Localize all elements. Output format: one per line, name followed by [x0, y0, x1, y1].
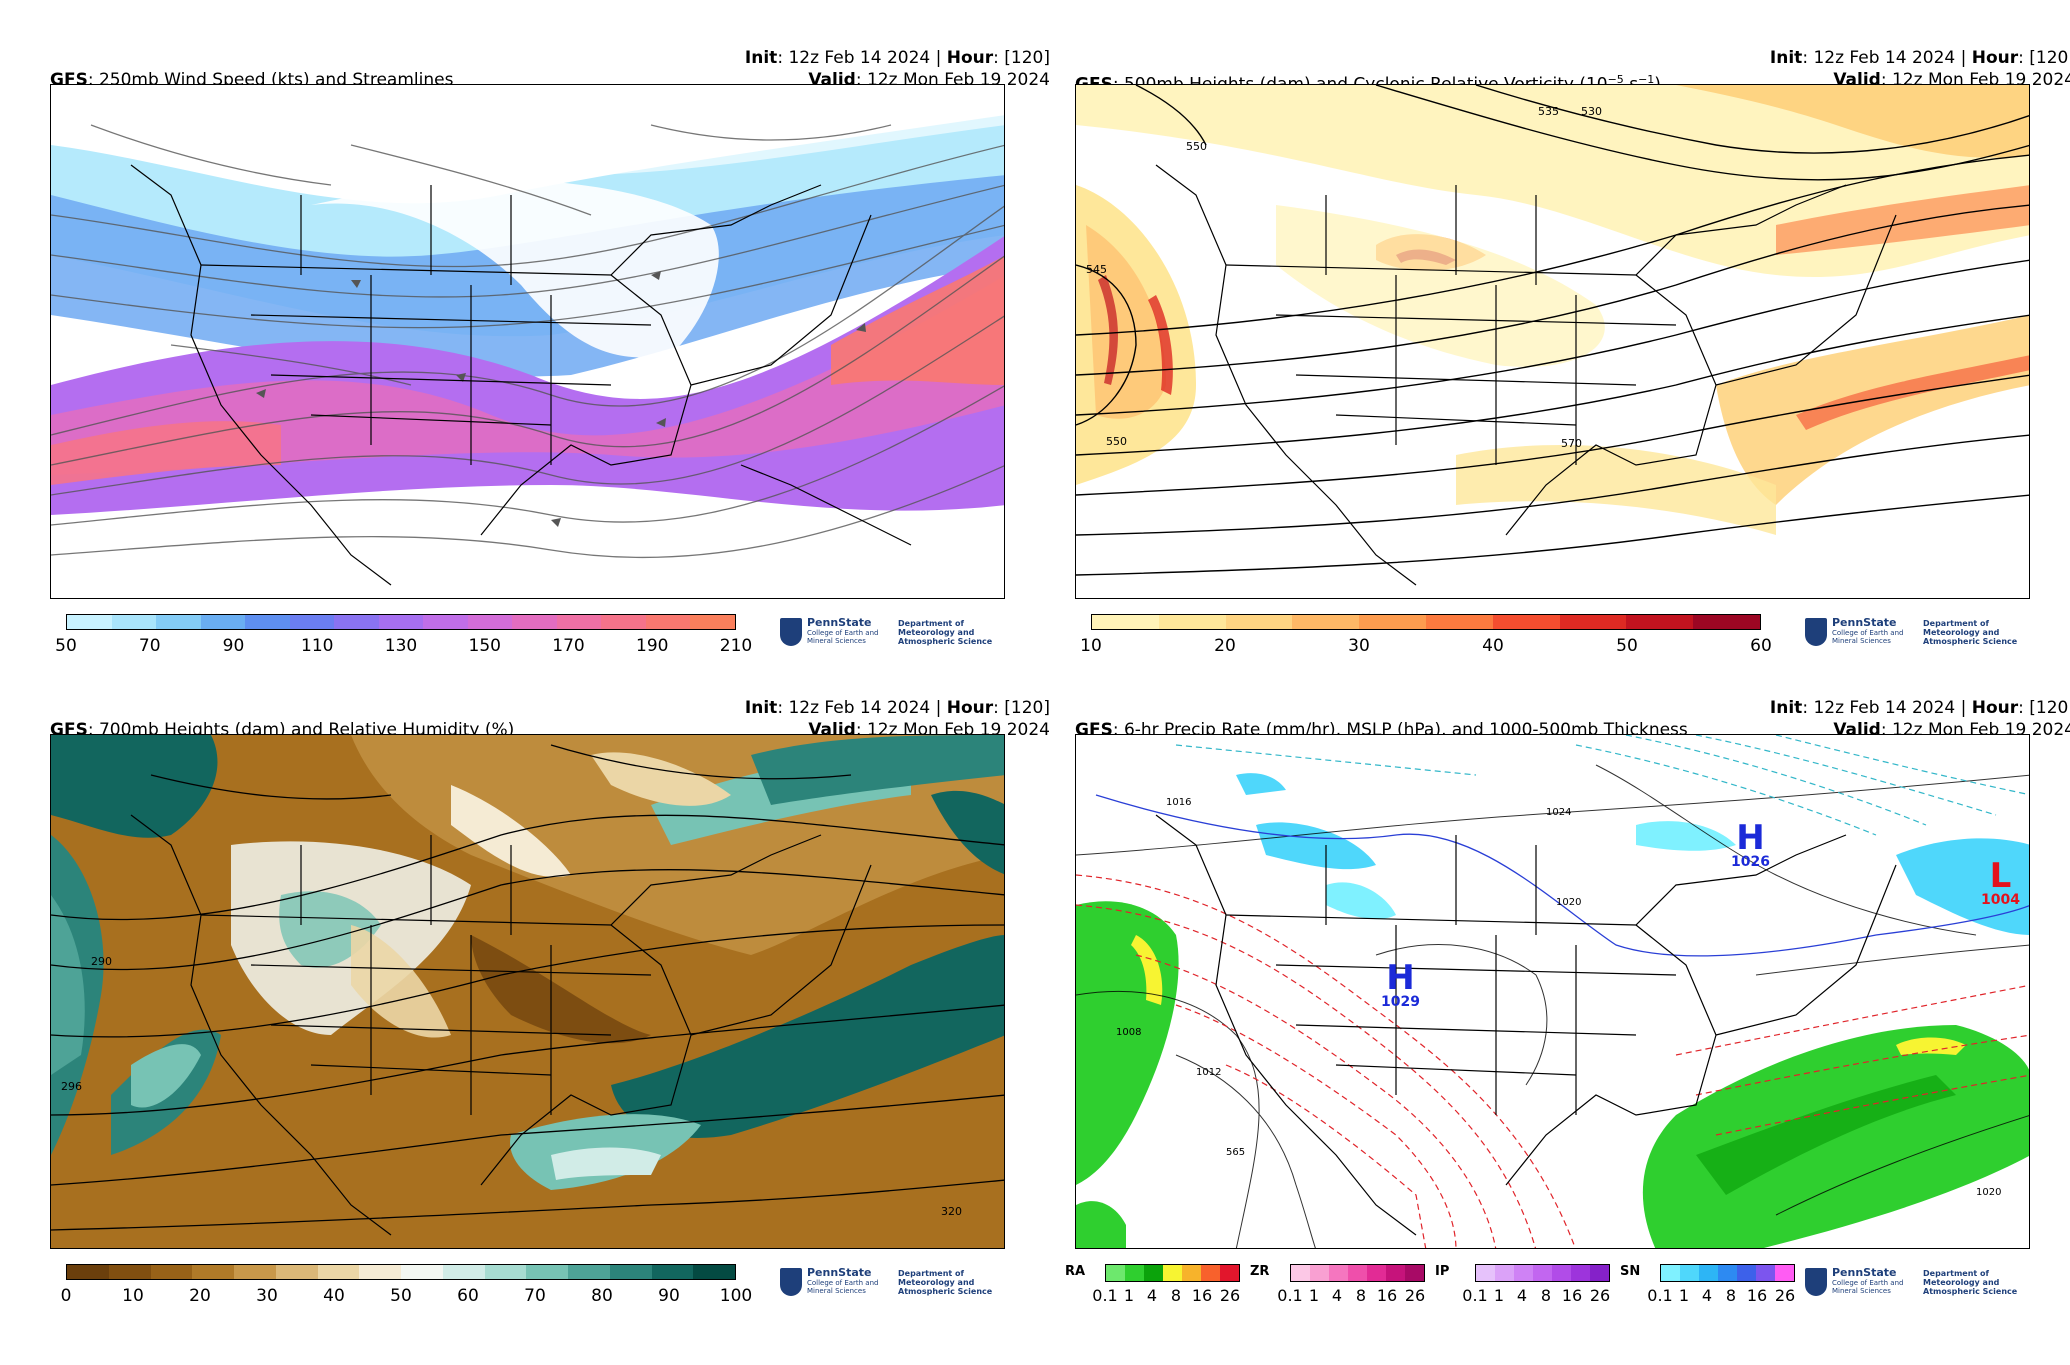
init-line: Init: 12z Feb 14 2024 | Hour: [120] — [1769, 698, 2070, 718]
svg-text:545: 545 — [1086, 263, 1107, 276]
colorbar-vorticity — [1091, 614, 1761, 630]
legend-ice-pellets: IP 0.1 1 4 8 16 26 — [1435, 1264, 1611, 1305]
svg-text:570: 570 — [1561, 437, 1582, 450]
rh-map: 290 296 320 — [50, 734, 1005, 1249]
wind-map — [50, 84, 1005, 599]
panel-700mb-rh: Init: 12z Feb 14 2024 | Hour: [120] GFS:… — [50, 698, 1050, 1358]
svg-text:530: 530 — [1581, 105, 1602, 118]
colorbar-rh — [66, 1264, 736, 1280]
low-pressure-label: L 1004 — [1981, 856, 2020, 908]
svg-text:1016: 1016 — [1166, 797, 1191, 808]
high-pressure-label: H 1029 — [1381, 958, 1420, 1010]
svg-text:1008: 1008 — [1116, 1027, 1141, 1038]
high-pressure-label: H 1026 — [1731, 818, 1770, 870]
panel-precip-mslp: Init: 12z Feb 14 2024 | Hour: [120] GFS:… — [1065, 698, 2070, 1358]
legend-freezing-rain: ZR 0.1 1 4 8 16 26 — [1250, 1264, 1426, 1305]
init-line: Init: 12z Feb 14 2024 | Hour: [120] — [744, 48, 1050, 68]
svg-text:1020: 1020 — [1556, 897, 1581, 908]
shield-icon — [1805, 1268, 1827, 1296]
legend-snow: SN 0.1 1 4 8 16 26 — [1620, 1264, 1796, 1305]
colorbar-ticks: 0 10 20 30 40 50 60 70 80 90 100 — [60, 1286, 753, 1306]
shield-icon — [780, 1268, 802, 1296]
legend-rain: RA 0.1 1 4 8 16 26 — [1065, 1264, 1241, 1305]
svg-text:296: 296 — [61, 1080, 82, 1093]
svg-text:535: 535 — [1538, 105, 1559, 118]
init-line: Init: 12z Feb 14 2024 | Hour: [120] — [744, 698, 1050, 718]
colorbar-ticks: 50 70 90 110 130 150 170 190 210 — [55, 636, 753, 656]
precip-map: 1024 1020 1016 1008 1012 565 1020 H — [1075, 734, 2030, 1249]
pennstate-logo: PennState College of Earth and Mineral S… — [1805, 616, 2030, 652]
pennstate-logo: PennState College of Earth and Mineral S… — [780, 1266, 1005, 1302]
svg-text:550: 550 — [1106, 435, 1127, 448]
svg-text:550: 550 — [1186, 140, 1207, 153]
init-line: Init: 12z Feb 14 2024 | Hour: [120] — [1769, 48, 2070, 68]
vorticity-map: 535 530 550 545 550 570 — [1075, 84, 2030, 599]
shield-icon — [1805, 618, 1827, 646]
svg-text:290: 290 — [91, 955, 112, 968]
svg-text:565: 565 — [1226, 1147, 1245, 1158]
panel-500mb-vorticity: Init: 12z Feb 14 2024 | Hour: [120] GFS:… — [1075, 48, 2070, 708]
svg-text:320: 320 — [941, 1205, 962, 1218]
colorbar-wind — [66, 614, 736, 630]
colorbar-ticks: 10 20 30 40 50 60 — [1080, 636, 1772, 656]
pennstate-logo: PennState College of Earth and Mineral S… — [780, 616, 1005, 652]
svg-text:1020: 1020 — [1976, 1187, 2001, 1198]
shield-icon — [780, 618, 802, 646]
panel-250mb-wind: Init: 12z Feb 14 2024 | Hour: [120] GFS:… — [50, 48, 1050, 708]
svg-text:1024: 1024 — [1546, 807, 1571, 818]
pennstate-logo: PennState College of Earth and Mineral S… — [1805, 1266, 2030, 1302]
svg-text:1012: 1012 — [1196, 1067, 1221, 1078]
